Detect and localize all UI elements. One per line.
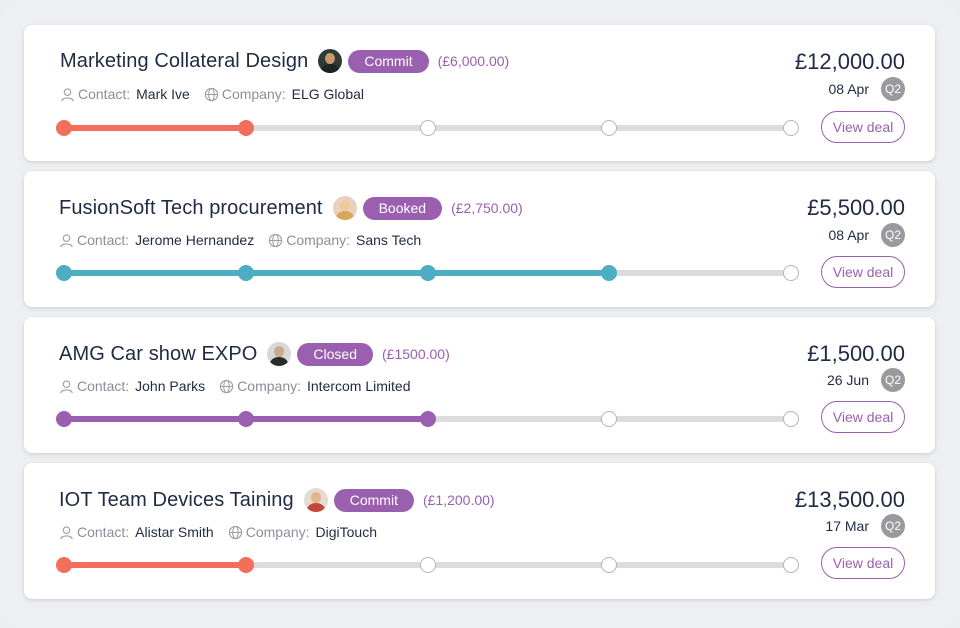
quarter-badge: Q2 bbox=[881, 77, 905, 101]
status-badge: Booked bbox=[362, 196, 443, 220]
company-label: Company: bbox=[245, 524, 310, 540]
progress-fill bbox=[64, 270, 610, 276]
deal-meta: Contact: Alistar Smith Company: DigiTouc… bbox=[59, 524, 377, 540]
contact-avatar[interactable] bbox=[267, 342, 292, 366]
status-badge: Commit bbox=[348, 49, 429, 73]
deal-header: AMG Car show EXPO Closed (£1500.00) bbox=[59, 342, 450, 366]
deal-card: Marketing Collateral Design Commit (£6,0… bbox=[24, 25, 935, 161]
progress-step-done[interactable] bbox=[419, 265, 436, 281]
progress-step-done[interactable] bbox=[237, 411, 254, 427]
deal-amount: £13,500.00 bbox=[794, 487, 905, 512]
user-icon bbox=[60, 379, 73, 393]
progress-step-done[interactable] bbox=[237, 120, 254, 136]
user-icon bbox=[60, 525, 73, 539]
progress-fill bbox=[64, 125, 246, 131]
deal-progress-track bbox=[56, 120, 799, 136]
deal-amount: £12,000.00 bbox=[794, 49, 905, 74]
deal-meta: Contact: Jerome Hernandez Company: Sans … bbox=[59, 232, 421, 248]
view-deal-button[interactable]: View deal bbox=[821, 256, 905, 288]
deal-meta: Contact: John Parks Company: Intercom Li… bbox=[59, 378, 410, 394]
company-label: Company: bbox=[221, 86, 286, 102]
company-name[interactable]: Intercom Limited bbox=[307, 378, 411, 394]
progress-step-pending[interactable] bbox=[601, 557, 618, 573]
company-label: Company: bbox=[237, 378, 301, 394]
deal-progress-track bbox=[56, 557, 799, 573]
progress-step-done[interactable] bbox=[56, 120, 72, 136]
contact-label: Contact: bbox=[78, 86, 131, 102]
deal-date-row: 08 Apr Q2 bbox=[829, 77, 905, 101]
progress-step-done[interactable] bbox=[56, 411, 72, 427]
company-name[interactable]: DigiTouch bbox=[315, 524, 378, 540]
contact-name[interactable]: Jerome Hernandez bbox=[135, 232, 255, 248]
company-name[interactable]: ELG Global bbox=[291, 86, 365, 102]
deal-title[interactable]: AMG Car show EXPO bbox=[59, 342, 258, 365]
contact-name[interactable]: Mark Ive bbox=[136, 86, 190, 102]
deal-card: FusionSoft Tech procurement Booked (£2,7… bbox=[24, 171, 935, 307]
quarter-badge: Q2 bbox=[881, 223, 905, 247]
deal-title[interactable]: Marketing Collateral Design bbox=[60, 49, 309, 72]
deal-meta: Contact: Mark Ive Company: ELG Global bbox=[60, 86, 364, 102]
progress-step-done[interactable] bbox=[56, 265, 72, 281]
sub-amount: (£2,750.00) bbox=[451, 200, 523, 216]
globe-icon bbox=[269, 233, 283, 247]
deal-title[interactable]: FusionSoft Tech procurement bbox=[59, 196, 323, 219]
sub-amount: (£1,200.00) bbox=[422, 492, 495, 508]
deal-header: Marketing Collateral Design Commit (£6,0… bbox=[60, 49, 509, 73]
progress-step-pending[interactable] bbox=[601, 411, 618, 427]
deal-date-row: 26 Jun Q2 bbox=[827, 368, 905, 392]
view-deal-button[interactable]: View deal bbox=[821, 111, 905, 143]
deal-amount: £5,500.00 bbox=[807, 195, 905, 220]
progress-step-done[interactable] bbox=[237, 557, 254, 573]
contact-name[interactable]: Alistar Smith bbox=[135, 524, 214, 540]
deal-date-row: 08 Apr Q2 bbox=[829, 223, 905, 247]
progress-step-pending[interactable] bbox=[601, 120, 618, 136]
contact-avatar[interactable] bbox=[332, 196, 357, 220]
deal-title[interactable]: IOT Team Devices Taining bbox=[59, 488, 294, 511]
status-badge: Closed bbox=[297, 342, 374, 366]
progress-step-pending[interactable] bbox=[783, 265, 799, 281]
progress-step-pending[interactable] bbox=[783, 411, 799, 427]
deal-date: 08 Apr bbox=[828, 81, 869, 97]
progress-step-done[interactable] bbox=[601, 265, 618, 281]
progress-step-done[interactable] bbox=[237, 265, 254, 281]
deal-date: 08 Apr bbox=[828, 227, 869, 243]
progress-step-pending[interactable] bbox=[419, 120, 436, 136]
status-badge: Commit bbox=[333, 488, 414, 512]
deal-date: 26 Jun bbox=[826, 372, 869, 388]
contact-avatar[interactable] bbox=[303, 488, 328, 512]
progress-step-done[interactable] bbox=[419, 411, 436, 427]
globe-icon bbox=[204, 87, 218, 101]
deal-progress-track bbox=[56, 265, 799, 281]
company-label: Company: bbox=[286, 232, 351, 248]
deal-amount: £1,500.00 bbox=[807, 341, 905, 366]
quarter-badge: Q2 bbox=[881, 368, 905, 392]
contact-name[interactable]: John Parks bbox=[135, 378, 206, 394]
view-deal-button[interactable]: View deal bbox=[821, 547, 905, 579]
user-icon bbox=[61, 87, 74, 101]
progress-step-done[interactable] bbox=[56, 557, 72, 573]
deal-card: IOT Team Devices Taining Commit (£1,200.… bbox=[24, 463, 935, 599]
deal-date-row: 17 Mar Q2 bbox=[825, 514, 905, 538]
contact-label: Contact: bbox=[77, 524, 130, 540]
view-deal-button[interactable]: View deal bbox=[821, 401, 905, 433]
sub-amount: (£6,000.00) bbox=[437, 53, 510, 69]
user-icon bbox=[60, 233, 73, 247]
progress-step-pending[interactable] bbox=[783, 557, 799, 573]
contact-label: Contact: bbox=[77, 232, 130, 248]
progress-step-pending[interactable] bbox=[783, 120, 799, 136]
contact-label: Contact: bbox=[77, 378, 130, 394]
contact-avatar[interactable] bbox=[318, 49, 343, 73]
deal-header: IOT Team Devices Taining Commit (£1,200.… bbox=[59, 488, 495, 512]
progress-fill bbox=[64, 562, 246, 568]
deal-date: 17 Mar bbox=[825, 518, 869, 534]
deal-card: AMG Car show EXPO Closed (£1500.00) Cont… bbox=[24, 317, 935, 453]
deal-header: FusionSoft Tech procurement Booked (£2,7… bbox=[59, 196, 523, 220]
progress-step-pending[interactable] bbox=[419, 557, 436, 573]
globe-icon bbox=[220, 379, 234, 393]
globe-icon bbox=[228, 525, 242, 539]
company-name[interactable]: Sans Tech bbox=[356, 232, 422, 248]
sub-amount: (£1500.00) bbox=[382, 346, 450, 362]
deal-progress-track bbox=[56, 411, 799, 427]
quarter-badge: Q2 bbox=[881, 514, 905, 538]
